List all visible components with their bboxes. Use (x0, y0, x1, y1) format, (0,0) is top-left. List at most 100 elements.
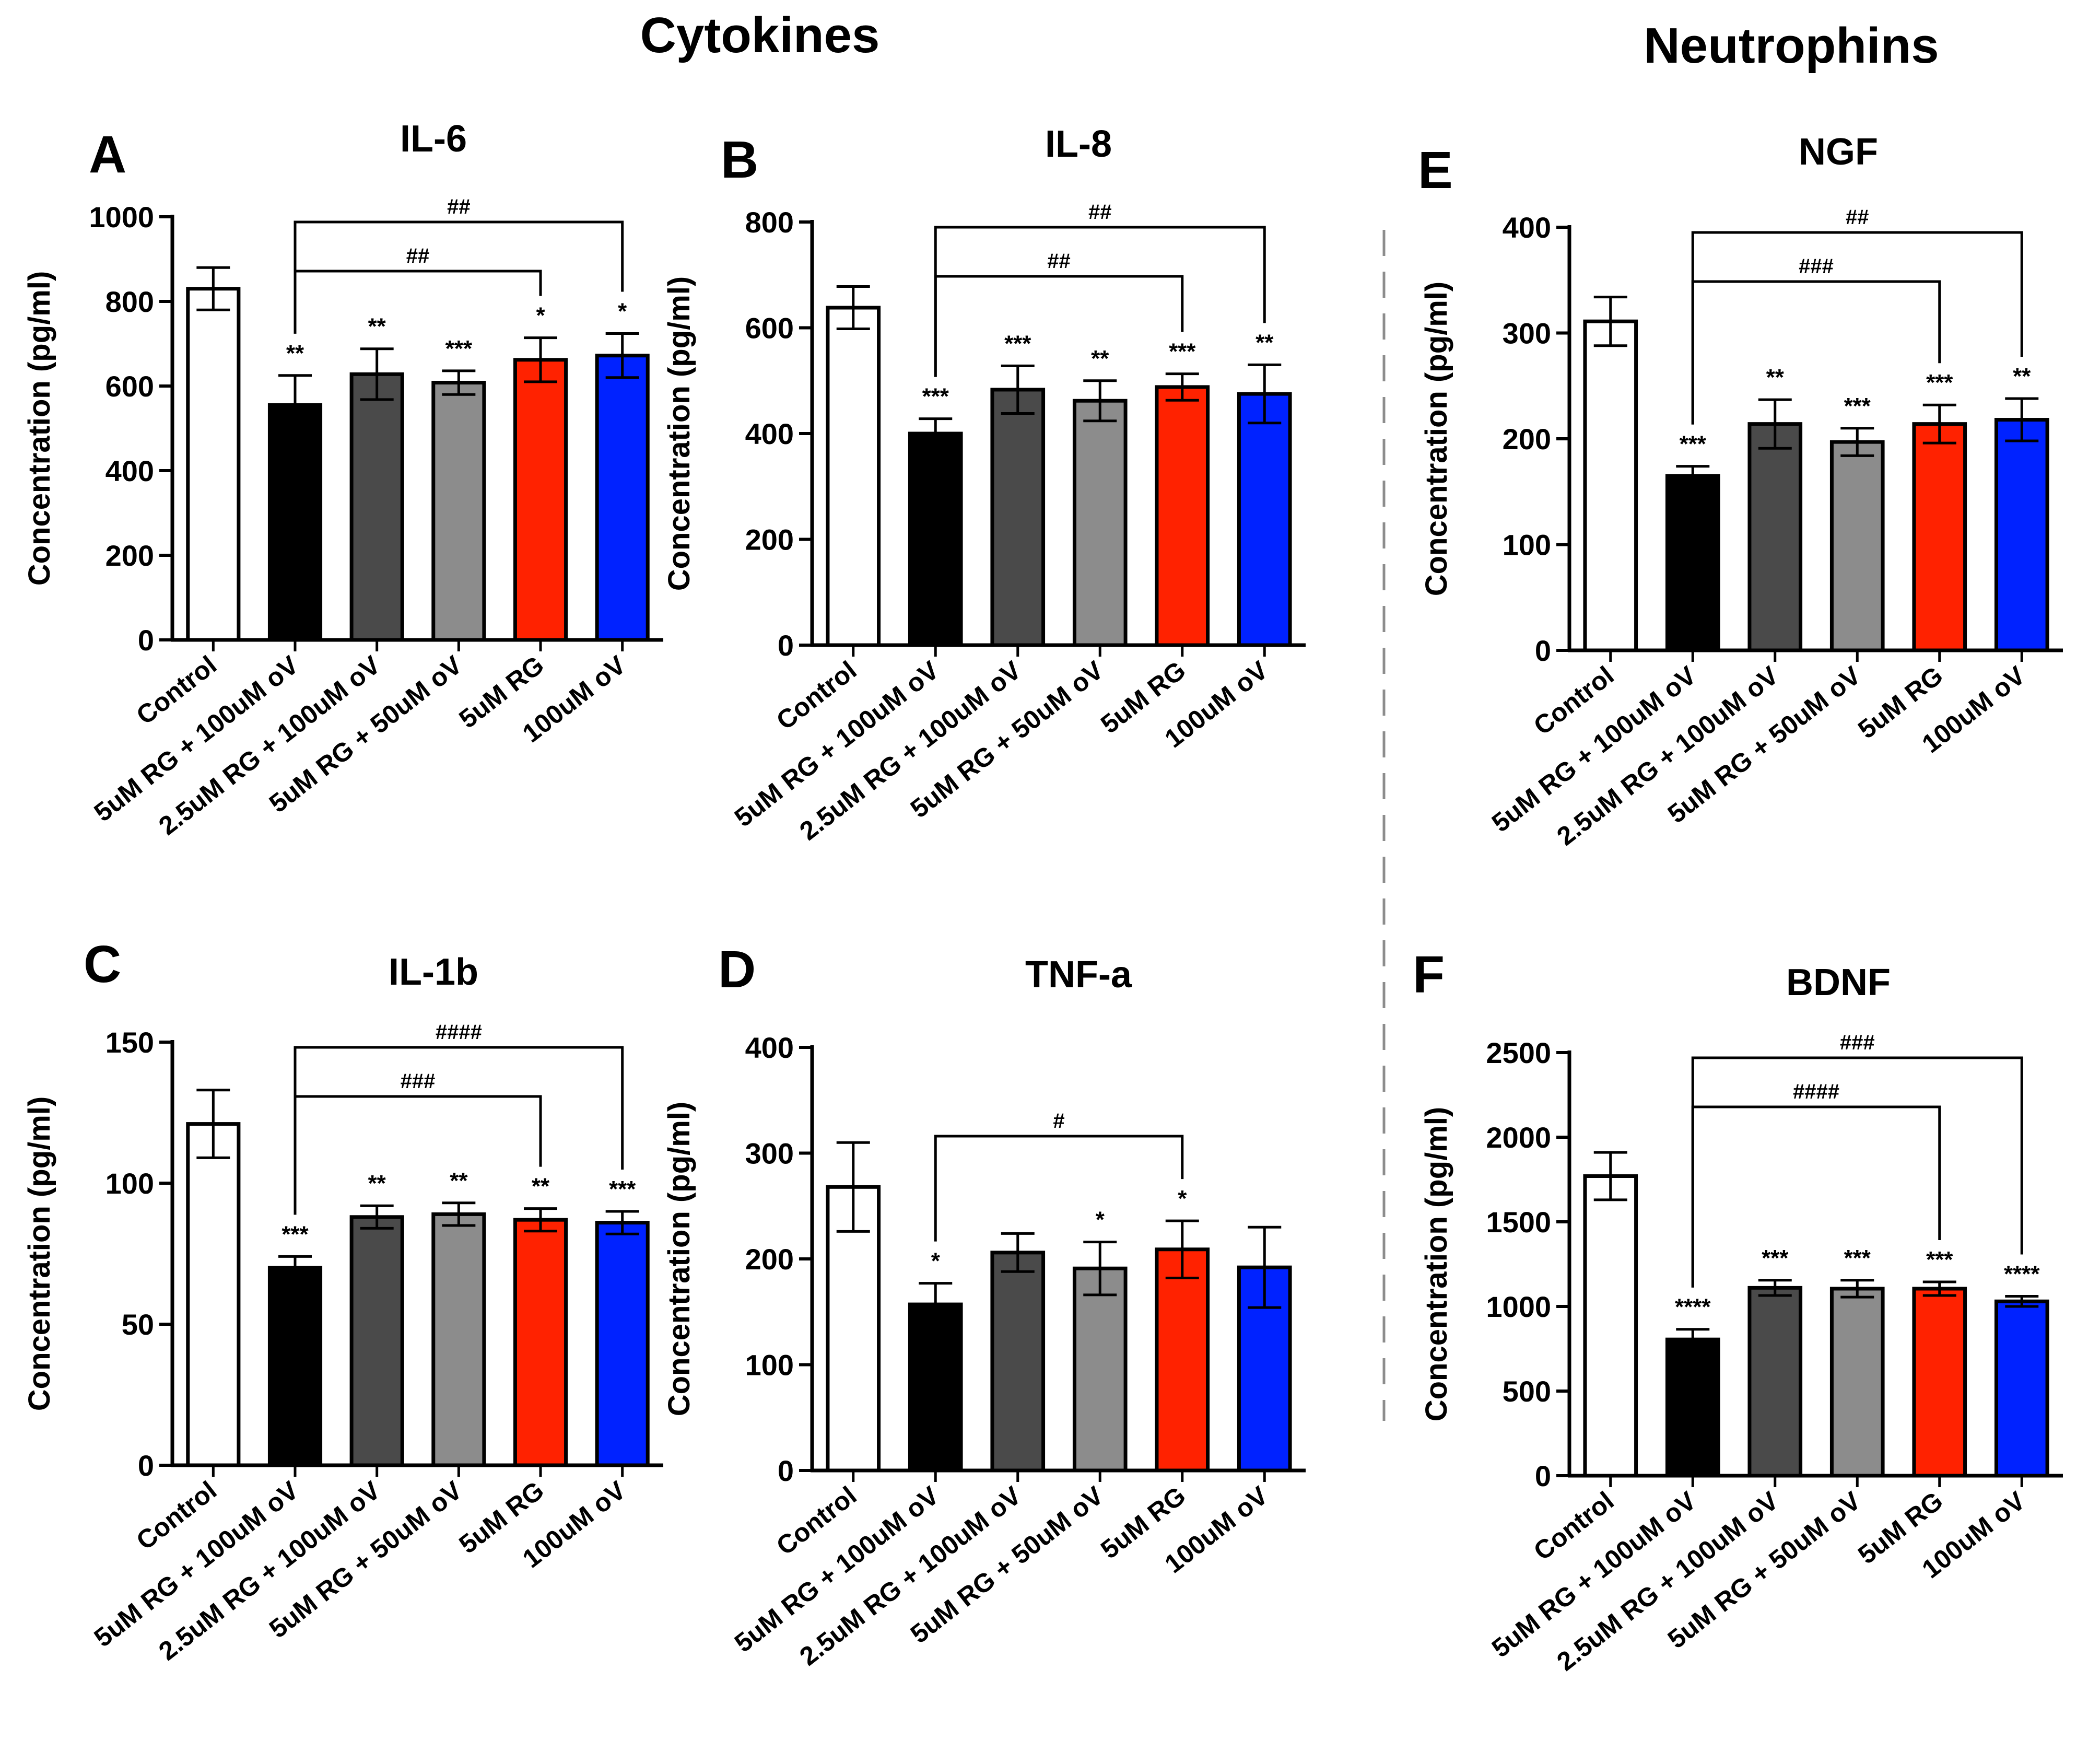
bracket-label: ## (447, 195, 471, 218)
chart-title: IL-6 (400, 118, 467, 160)
y-tick-label: 2500 (1486, 1036, 1551, 1069)
comparison-bracket (1691, 1056, 2023, 1288)
bar (186, 1122, 241, 1467)
y-tick-label: 50 (122, 1308, 154, 1341)
significance-label: ** (2013, 364, 2031, 389)
bar (1994, 418, 2049, 652)
y-tick-label: 0 (138, 624, 154, 657)
y-tick-label: 400 (105, 454, 154, 487)
y-tick-label: 200 (745, 1243, 794, 1276)
significance-label: ** (1766, 365, 1785, 390)
significance-label: *** (1844, 1245, 1871, 1271)
bar (826, 1185, 881, 1473)
bar (1665, 474, 1720, 652)
y-tick-label: 1500 (1486, 1206, 1551, 1239)
y-tick-label: 400 (745, 417, 794, 450)
panel-letter: D (718, 940, 756, 999)
comparison-bracket (1691, 231, 2023, 425)
y-tick-label: 300 (745, 1137, 794, 1170)
bar (513, 358, 568, 642)
bar (513, 1218, 568, 1467)
y-tick-label: 400 (745, 1031, 794, 1064)
chart-title: BDNF (1786, 962, 1891, 1003)
y-tick-label: 100 (1503, 529, 1551, 562)
bar (595, 1221, 650, 1467)
chart-panel-a: A IL-6 Concentration (pg/ml) 0 200 400 600 800 1… (22, 118, 663, 840)
significance-label: **** (2004, 1262, 2040, 1287)
chart-title: IL-8 (1045, 123, 1112, 165)
panels: A IL-6 Concentration (pg/ml) 0 200 400 600 800 1… (22, 118, 2063, 1676)
y-axis-label: Concentration (pg/ml) (662, 276, 696, 591)
panel-letter: E (1418, 141, 1453, 200)
panel-letter: C (84, 935, 121, 994)
bar (349, 1215, 404, 1467)
chart-title: IL-1b (389, 951, 478, 993)
bar (1155, 385, 1210, 647)
significance-label: *** (1680, 431, 1707, 457)
comparison-bracket (1691, 280, 1941, 425)
bar (826, 306, 881, 647)
bar (990, 1251, 1046, 1473)
y-axis-label: Concentration (pg/ml) (1419, 1107, 1453, 1422)
significance-label: *** (1926, 1247, 1953, 1272)
chart-title: TNF-a (1025, 954, 1132, 996)
y-axis-label: Concentration (pg/ml) (22, 271, 56, 586)
y-axis-label: Concentration (pg/ml) (1419, 282, 1453, 597)
bar (349, 372, 404, 642)
significance-label: *** (922, 384, 949, 410)
y-tick-label: 100 (745, 1349, 794, 1382)
bar (1155, 1247, 1210, 1473)
y-tick-label: 0 (778, 1454, 794, 1487)
comparison-bracket (1691, 1105, 1941, 1288)
significance-label: **** (1675, 1294, 1711, 1320)
significance-label: ** (368, 314, 386, 340)
y-axis-label: Concentration (pg/ml) (22, 1096, 56, 1411)
bracket-label: ## (1846, 206, 1869, 229)
bar (1072, 1266, 1128, 1473)
bracket-label: # (1053, 1110, 1064, 1132)
comparison-bracket (294, 1095, 542, 1215)
bracket-label: ## (1088, 201, 1112, 224)
bar (595, 354, 650, 642)
y-tick-label: 0 (778, 629, 794, 662)
comparison-bracket (934, 226, 1266, 377)
significance-label: *** (1844, 393, 1871, 419)
y-tick-label: 300 (1503, 317, 1551, 350)
significance-label: * (1178, 1186, 1187, 1211)
significance-label: ** (1256, 330, 1274, 355)
chart-title: NGF (1799, 131, 1878, 173)
bracket-label: ## (406, 244, 430, 267)
significance-label: *** (281, 1221, 309, 1247)
bar (990, 388, 1046, 647)
bar (1583, 1174, 1638, 1478)
y-tick-label: 800 (105, 285, 154, 318)
bar (431, 381, 486, 642)
y-tick-label: 400 (1503, 211, 1551, 244)
y-tick-label: 1000 (89, 201, 154, 233)
bar (1829, 440, 1885, 652)
bar (1583, 319, 1638, 652)
bar (1747, 1286, 1803, 1478)
significance-label: * (536, 303, 545, 329)
significance-label: ** (450, 1168, 468, 1194)
significance-label: *** (1926, 370, 1953, 395)
panel-letter: A (89, 125, 126, 184)
significance-label: * (618, 299, 627, 324)
bar (908, 1302, 963, 1473)
bar (186, 287, 241, 642)
significance-label: ** (1091, 346, 1109, 371)
significance-label: *** (1762, 1245, 1789, 1271)
section-title-neutrophins: Neutrophins (1644, 18, 1939, 74)
chart-panel-f: F BDNF Concentration (pg/ml) 0 500 1000 1500 20… (1413, 945, 2063, 1676)
comparison-bracket (294, 220, 624, 334)
bracket-label: ### (401, 1070, 436, 1093)
bracket-label: #### (1793, 1080, 1839, 1103)
panel-letter: B (721, 131, 758, 189)
significance-label: *** (445, 336, 473, 361)
comparison-bracket (294, 270, 542, 334)
bar (1912, 422, 1967, 652)
y-tick-label: 500 (1503, 1375, 1551, 1408)
